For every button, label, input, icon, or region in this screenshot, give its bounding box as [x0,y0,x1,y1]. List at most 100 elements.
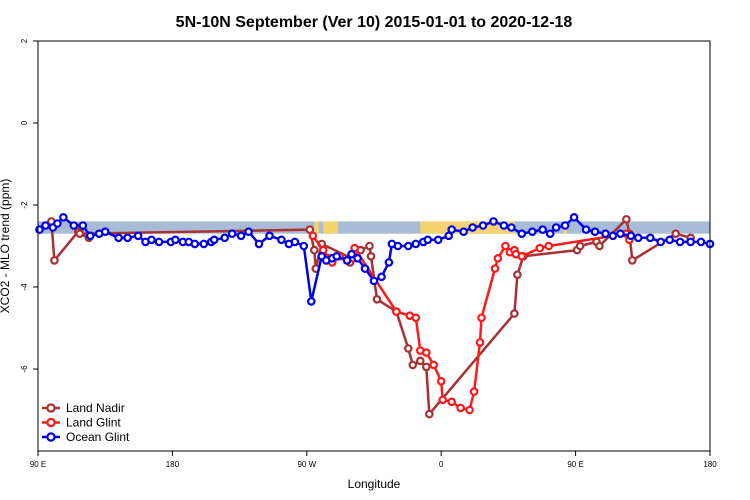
data-point [244,227,253,237]
data-point [616,229,625,239]
data-point [393,241,403,251]
data-point [493,253,503,263]
land-segment [314,221,319,234]
data-point [421,348,431,357]
data-point [675,237,685,247]
data-point [309,245,319,255]
x-tick-label: 0 [439,460,444,469]
data-point [59,213,68,222]
data-point [456,403,465,413]
data-point [433,235,443,245]
data-point [507,223,516,232]
data-point [377,272,386,282]
y-axis-title: XCO2 - MLO trend (ppm) [0,179,12,314]
data-point [575,241,585,251]
data-point [353,253,362,263]
data-point [608,231,618,241]
data-point [535,243,545,253]
data-point [277,235,286,245]
data-point [299,241,309,251]
data-point [627,256,637,265]
data-point [408,360,418,370]
data-point [475,338,485,347]
data-point [517,229,527,239]
data-point [290,237,300,247]
data-point [501,241,510,251]
data-point [499,221,509,230]
legend-swatch-marker [46,403,56,413]
data-point [86,231,95,241]
data-point [411,239,421,249]
data-point [236,231,246,241]
data-point [171,235,180,245]
data-point [581,225,591,234]
y-tick-label: -4 [20,283,29,291]
data-point [436,376,446,386]
data-point [489,217,498,226]
x-tick-label: 180 [703,460,717,469]
data-point [372,294,382,304]
y-tick-label: -6 [20,365,29,373]
data-point [622,215,631,224]
data-point [538,225,548,234]
data-point [510,309,519,318]
data-point [366,251,376,261]
data-point [544,241,554,251]
data-point [403,241,413,251]
data-point [447,397,457,407]
legend-item-land-nadir: Land Nadir [42,401,125,415]
data-point [342,256,352,265]
data-point [633,233,643,243]
data-point [478,221,488,230]
data-point [490,264,500,273]
data-point [527,227,537,237]
x-axis: 90 E 180 90 W 0 90 E 180 [30,451,717,469]
x-tick-label: 90 E [30,460,46,469]
data-point [545,229,555,239]
data-point [626,231,636,241]
legend-item-land-glint: Land Glint [42,416,121,430]
data-point [517,251,527,261]
x-tick-label: 180 [166,460,180,469]
data-point [147,235,156,245]
data-point [265,231,274,241]
y-tick-label: 0 [20,120,29,125]
data-point [53,219,62,228]
legend-swatch-marker [46,417,56,428]
data-point [347,249,356,259]
data-point [78,221,88,230]
legend-label: Ocean Glint [66,430,130,444]
data-point [133,231,143,241]
data-point [75,229,85,239]
data-point [154,237,164,247]
data-point [403,344,413,353]
data-point [411,313,421,323]
data-point [601,229,610,239]
data-point [100,227,110,237]
legend-item-ocean-glint: Ocean Glint [42,430,130,444]
data-point [365,241,374,251]
data-point [50,256,59,265]
data-point [360,264,370,273]
data-point [421,362,431,372]
data-point [686,237,695,247]
data-point [384,258,394,267]
data-point [569,213,579,222]
data-point [306,297,316,306]
data-point [429,360,439,370]
legend-swatch-marker [46,432,56,442]
legend-label: Land Glint [66,416,121,430]
data-point [513,270,522,280]
plot-frame [37,40,711,452]
data-point [560,221,570,230]
data-point [438,395,448,405]
data-point [645,233,655,243]
series-layer [35,213,715,419]
data-point [477,313,486,323]
data-point [69,221,79,230]
data-point [590,227,600,237]
data-point [332,251,342,261]
y-tick-label: -2 [20,201,29,209]
chart-title: 5N-10N September (Ver 10) 2015-01-01 to … [176,14,573,31]
